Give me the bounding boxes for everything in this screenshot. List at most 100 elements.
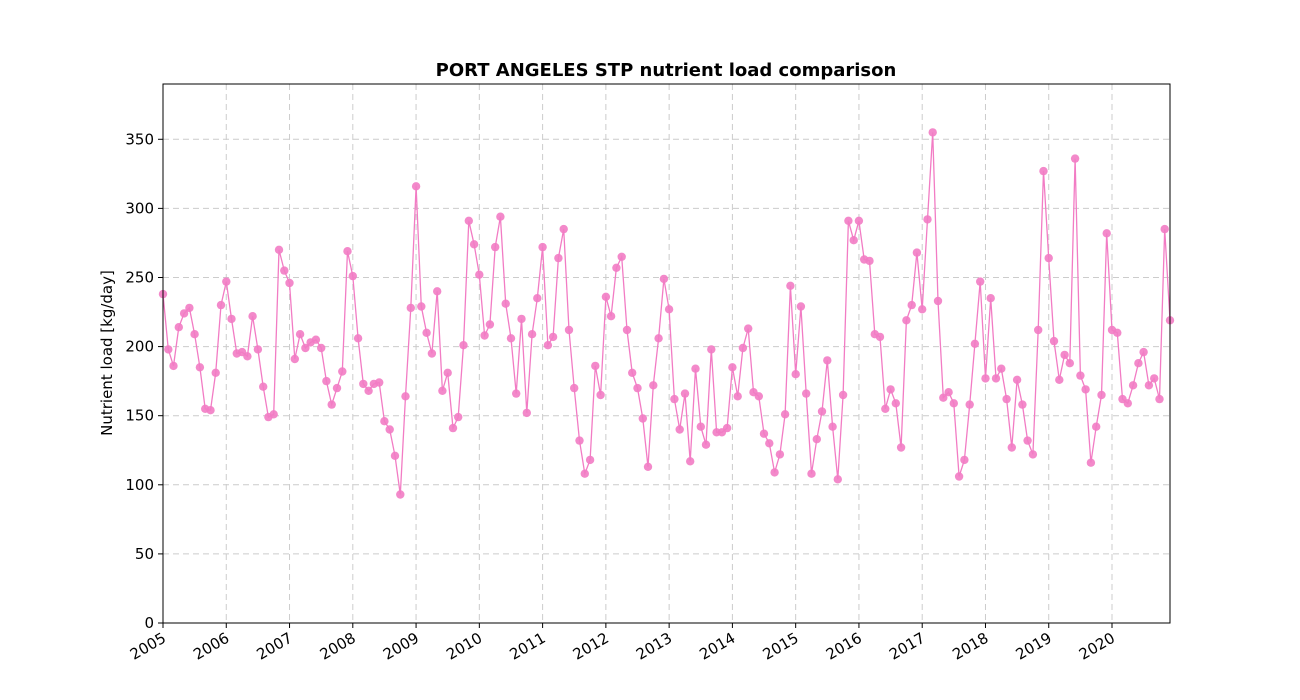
data-point [211,368,220,377]
data-point [970,339,980,348]
data-point [411,182,421,191]
data-point [633,383,642,393]
data-point [527,330,537,339]
data-point [385,425,394,434]
data-point [649,381,658,390]
data-point [923,215,932,224]
data-point [1028,450,1038,459]
data-point [317,343,326,353]
data-point [833,475,842,484]
y-tick-label: 250 [125,268,154,286]
data-point [575,436,584,445]
data-point [506,334,516,343]
data-point [823,356,832,365]
data-point [1023,436,1032,445]
x-tick-label: 2006 [190,629,232,664]
data-point [1150,374,1159,383]
data-point [591,361,600,371]
data-point [285,278,294,288]
data-point [464,216,473,225]
data-point [1060,350,1069,360]
x-tick-label: 2016 [823,629,865,664]
data-point [559,224,568,234]
data-point [722,423,732,433]
data-point [733,392,742,401]
data-point [701,440,711,449]
data-point [1134,359,1143,368]
y-tick-label: 150 [125,407,154,425]
data-point [359,379,368,389]
data-point [401,392,410,401]
data-point [1012,375,1022,384]
data-point [928,128,937,137]
data-point [696,422,705,431]
x-tick-label: 2011 [507,629,549,664]
data-point [770,468,779,477]
grid-lines [162,84,1170,624]
data-point [448,423,458,433]
data-point [670,394,679,404]
data-point [664,305,674,314]
data-point [206,406,215,415]
x-tick-label: 2020 [1076,629,1118,664]
data-point [707,345,716,354]
data-point [976,277,985,286]
data-point [475,270,484,279]
data-point [1086,458,1096,467]
data-point [280,266,289,275]
data-point [332,383,342,393]
data-point [554,253,563,263]
y-tick-label: 50 [135,545,154,563]
x-tick-label: 2015 [760,629,802,664]
x-axis-ticks: 2005 2006 2007 2008 2009 2010 2011 2012 2013 2014… [127,623,1118,664]
data-point [844,216,853,225]
data-point [606,312,616,321]
data-point [675,425,684,434]
data-point [1102,229,1111,238]
data-point [480,331,489,340]
data-point [443,368,452,377]
data-point [997,364,1006,373]
data-point [1034,325,1043,335]
data-point [1007,443,1016,452]
data-point [533,294,542,303]
data-point [1018,400,1027,409]
y-axis-title: Nutrient load [kg/day] [98,270,116,436]
data-point [164,345,173,354]
data-point [491,242,500,252]
data-point [765,439,774,448]
data-point [174,323,183,332]
x-tick-label: 2009 [380,629,422,664]
data-point [290,354,299,364]
data-point [775,450,785,459]
data-point [227,314,236,324]
data-point [817,407,827,416]
data-point [390,451,400,460]
data-point [522,408,531,418]
x-tick-label: 2013 [633,629,675,664]
data-point [786,281,795,290]
y-tick-label: 200 [125,338,154,356]
data-point [954,472,964,481]
data-point [886,385,895,394]
data-point [512,389,521,398]
data-point [295,330,305,339]
data-point [1081,385,1090,394]
data-point [380,417,389,426]
data-point [570,383,579,393]
data-point [1070,154,1080,163]
data-point [517,314,526,324]
data-point [469,240,479,249]
data-point [654,334,663,343]
data-point [939,393,948,402]
data-point [728,363,737,372]
data-point [907,300,916,310]
x-tick-label: 2008 [317,629,359,664]
y-tick-label: 0 [144,614,154,632]
data-point [259,382,268,391]
data-point [1002,394,1011,404]
data-point [828,422,837,431]
data-point [1065,359,1075,368]
data-point [459,341,468,350]
data-point [780,410,790,419]
